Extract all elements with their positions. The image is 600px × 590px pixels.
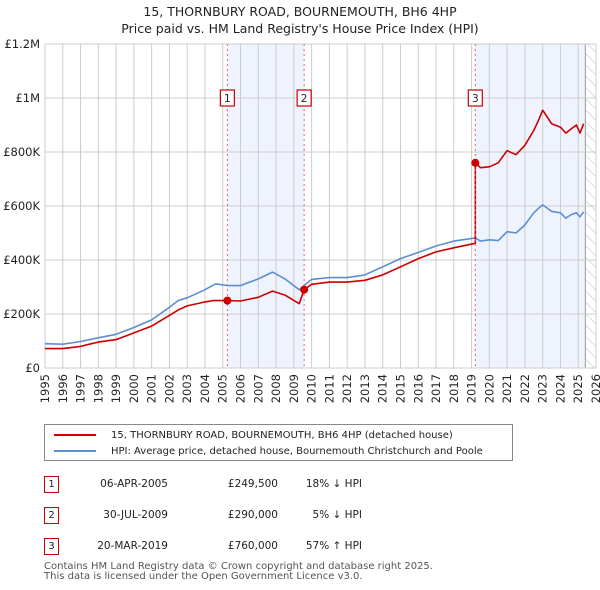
x-tick-label: 2024 — [553, 374, 567, 403]
x-tick-label: 2014 — [376, 374, 390, 403]
chart-legend: 15, THORNBURY ROAD, BOURNEMOUTH, BH6 4HP… — [44, 424, 513, 461]
legend-label-hpi: HPI: Average price, detached house, Bour… — [111, 445, 483, 457]
sale-badge: 3 — [44, 538, 59, 555]
sale-label: 2 — [301, 93, 308, 105]
sale-date: 20-MAR-2019 — [97, 540, 168, 552]
x-tick-label: 2004 — [198, 374, 212, 403]
legend-item-hpi: HPI: Average price, detached house, Bour… — [45, 443, 483, 459]
y-tick-label: £400K — [3, 253, 40, 267]
sale-price: £760,000 — [227, 540, 278, 552]
x-tick-label: 2008 — [269, 374, 283, 403]
sale-hpi-diff: 18% ↓ HPI — [305, 478, 362, 490]
x-tick-label: 2020 — [482, 374, 496, 403]
x-tick-label: 2009 — [287, 374, 301, 403]
footer-license: This data is licensed under the Open Gov… — [44, 571, 363, 582]
x-tick-label: 2005 — [216, 374, 230, 403]
x-tick-label: 2023 — [536, 374, 550, 403]
x-tick-label: 2006 — [234, 374, 248, 403]
sale-price: £290,000 — [227, 509, 278, 521]
y-tick-label: £600K — [3, 199, 40, 213]
x-tick-label: 2015 — [393, 374, 407, 403]
y-tick-label: £800K — [3, 145, 40, 159]
sale-label-box — [467, 89, 483, 107]
x-tick-label: 2025 — [571, 374, 585, 403]
series-line-property — [45, 109, 585, 350]
series-line-hpi — [44, 204, 585, 345]
price-chart: 1 2 3 £0 £200K £400K £600K £800K £1M £1.2M 1995 19… — [3, 37, 600, 403]
sale-badge: 1 — [44, 476, 59, 493]
x-tick-label: 2021 — [500, 374, 514, 403]
sale-hpi-diff: 57% ↑ HPI — [305, 540, 362, 552]
y-tick-label: £1M — [15, 91, 40, 105]
sale-point — [300, 285, 309, 294]
x-tick-label: 2001 — [145, 374, 159, 403]
x-tick-label: 2007 — [251, 374, 265, 403]
sale-price: £249,500 — [227, 478, 278, 490]
legend-item-property: 15, THORNBURY ROAD, BOURNEMOUTH, BH6 4HP… — [45, 427, 453, 443]
x-tick-label: 2026 — [589, 374, 600, 403]
sale-row: 2 30-JUL-2009 £290,000 5% ↓ HPI — [44, 507, 444, 527]
sale-row: 3 20-MAR-2019 £760,000 57% ↑ HPI — [44, 538, 444, 558]
x-tick-label: 2010 — [305, 374, 319, 403]
sale-hpi-diff: 5% ↓ HPI — [312, 509, 362, 521]
x-tick-label: 2019 — [465, 374, 479, 403]
legend-swatch-property — [54, 434, 96, 436]
footer-attribution: Contains HM Land Registry data © Crown c… — [44, 562, 433, 582]
sale-point — [471, 158, 480, 167]
sale-date: 30-JUL-2009 — [103, 509, 168, 521]
x-tick-label: 1998 — [91, 374, 105, 403]
x-tick-label: 2017 — [429, 374, 443, 403]
sale-label: 3 — [472, 93, 479, 105]
sale-date: 06-APR-2005 — [100, 478, 168, 490]
footer-copyright: Contains HM Land Registry data © Crown c… — [44, 561, 433, 572]
legend-swatch-hpi — [54, 450, 96, 452]
sale-label: 1 — [224, 93, 231, 105]
sale-row: 1 06-APR-2005 £249,500 18% ↓ HPI — [44, 476, 444, 496]
sale-badge: 2 — [44, 507, 59, 524]
x-tick-label: 2022 — [518, 374, 532, 403]
x-tick-label: 2016 — [411, 374, 425, 403]
y-tick-label: £200K — [3, 307, 40, 321]
chart-subtitle: Price paid vs. HM Land Registry's House … — [121, 21, 479, 36]
sale-label-box — [296, 89, 312, 107]
sale-point — [223, 296, 232, 305]
x-tick-label: 2012 — [340, 374, 354, 403]
x-tick-label: 1995 — [38, 374, 52, 403]
x-tick-label: 1996 — [56, 374, 70, 403]
x-tick-label: 1999 — [109, 374, 123, 403]
legend-label-property: 15, THORNBURY ROAD, BOURNEMOUTH, BH6 4HP… — [111, 429, 453, 441]
x-tick-label: 2018 — [447, 374, 461, 403]
sale-label-box — [219, 89, 235, 107]
x-tick-label: 2013 — [358, 374, 372, 403]
chart-title: 15, THORNBURY ROAD, BOURNEMOUTH, BH6 4HP — [143, 4, 457, 19]
x-tick-label: 2003 — [180, 374, 194, 403]
x-tick-label: 1997 — [74, 374, 88, 403]
y-tick-label: £1.2M — [4, 37, 40, 51]
x-tick-label: 2002 — [162, 374, 176, 403]
x-tick-label: 2000 — [127, 374, 141, 403]
x-tick-label: 2011 — [322, 374, 336, 403]
y-tick-label: £0 — [25, 361, 40, 375]
